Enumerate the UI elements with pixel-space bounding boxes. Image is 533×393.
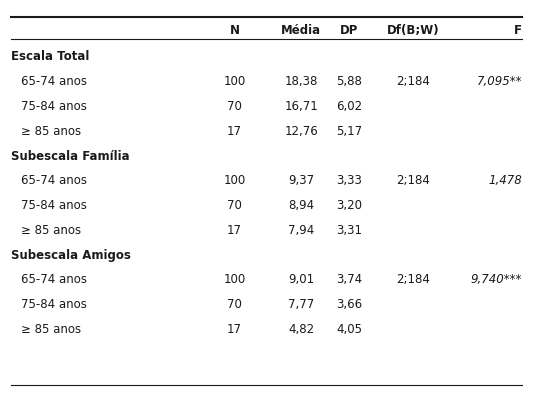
Text: 3,20: 3,20 — [336, 199, 362, 212]
Text: 8,94: 8,94 — [288, 199, 314, 212]
Text: 12,76: 12,76 — [284, 125, 318, 138]
Text: 65-74 anos: 65-74 anos — [21, 174, 87, 187]
Text: 6,02: 6,02 — [336, 100, 362, 113]
Text: 3,31: 3,31 — [336, 224, 362, 237]
Text: ≥ 85 anos: ≥ 85 anos — [21, 323, 82, 336]
Text: 9,37: 9,37 — [288, 174, 314, 187]
Text: 100: 100 — [223, 75, 246, 88]
Text: Subescala Família: Subescala Família — [11, 149, 130, 163]
Text: 75-84 anos: 75-84 anos — [21, 100, 87, 113]
Text: 100: 100 — [223, 273, 246, 286]
Text: 75-84 anos: 75-84 anos — [21, 199, 87, 212]
Text: 70: 70 — [227, 199, 242, 212]
Text: Média: Média — [281, 24, 321, 37]
Text: 1,478: 1,478 — [489, 174, 522, 187]
Text: 70: 70 — [227, 100, 242, 113]
Text: 7,94: 7,94 — [288, 224, 314, 237]
Text: 4,82: 4,82 — [288, 323, 314, 336]
Text: Escala Total: Escala Total — [11, 50, 89, 64]
Text: 5,17: 5,17 — [336, 125, 362, 138]
Text: N: N — [230, 24, 239, 37]
Text: 2;184: 2;184 — [396, 75, 430, 88]
Text: 2;184: 2;184 — [396, 273, 430, 286]
Text: ≥ 85 anos: ≥ 85 anos — [21, 125, 82, 138]
Text: DP: DP — [340, 24, 358, 37]
Text: 70: 70 — [227, 298, 242, 311]
Text: Subescala Amigos: Subescala Amigos — [11, 248, 131, 262]
Text: 3,74: 3,74 — [336, 273, 362, 286]
Text: 7,095**: 7,095** — [477, 75, 522, 88]
Text: 75-84 anos: 75-84 anos — [21, 298, 87, 311]
Text: 4,05: 4,05 — [336, 323, 362, 336]
Text: ≥ 85 anos: ≥ 85 anos — [21, 224, 82, 237]
Text: Df(B;W): Df(B;W) — [387, 24, 439, 37]
Text: 5,88: 5,88 — [336, 75, 362, 88]
Text: 2;184: 2;184 — [396, 174, 430, 187]
Text: F: F — [514, 24, 522, 37]
Text: 7,77: 7,77 — [288, 298, 314, 311]
Text: 16,71: 16,71 — [284, 100, 318, 113]
Text: 18,38: 18,38 — [285, 75, 318, 88]
Text: 65-74 anos: 65-74 anos — [21, 273, 87, 286]
Text: 17: 17 — [227, 323, 242, 336]
Text: 9,740***: 9,740*** — [471, 273, 522, 286]
Text: 17: 17 — [227, 125, 242, 138]
Text: 17: 17 — [227, 224, 242, 237]
Text: 9,01: 9,01 — [288, 273, 314, 286]
Text: 3,66: 3,66 — [336, 298, 362, 311]
Text: 100: 100 — [223, 174, 246, 187]
Text: 65-74 anos: 65-74 anos — [21, 75, 87, 88]
Text: 3,33: 3,33 — [336, 174, 362, 187]
